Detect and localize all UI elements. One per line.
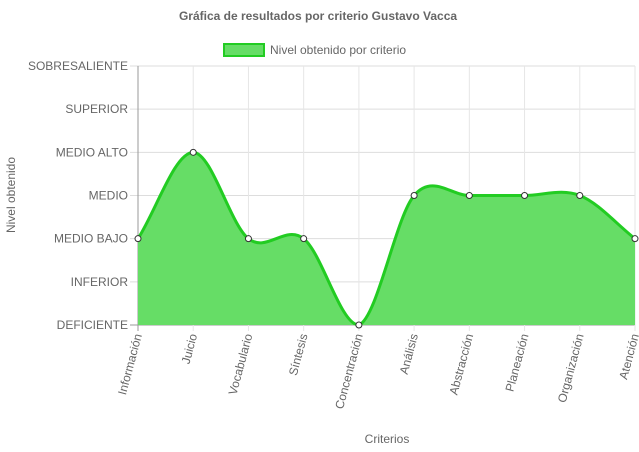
x-tick-label: Análisis — [397, 332, 421, 376]
y-tick-label: MEDIO — [89, 189, 128, 203]
data-point[interactable] — [244, 235, 252, 243]
x-axis-ticks: Información Juicio Vocabulario Síntesis Conc… — [115, 332, 639, 411]
x-tick-label: Síntesis — [286, 332, 311, 377]
data-point[interactable] — [521, 192, 529, 199]
y-tick-label: SUPERIOR — [65, 102, 128, 116]
legend-label: Nivel obtenido por criterio — [270, 43, 406, 57]
y-axis-ticks: DEFICIENTE INFERIOR MEDIO BAJO MEDIO MEDIO A… — [28, 59, 128, 332]
point-layer — [134, 148, 639, 329]
y-tick-label: INFERIOR — [71, 275, 129, 289]
y-tick-label: SOBRESALIENTE — [28, 59, 128, 73]
legend-swatch — [223, 43, 265, 57]
x-tick-label: Concentración — [332, 332, 366, 410]
data-point[interactable] — [465, 192, 473, 199]
data-point[interactable] — [134, 235, 142, 243]
data-point[interactable] — [189, 148, 197, 156]
chart-title: Gráfica de resultados por criterio Gusta… — [179, 9, 457, 23]
x-tick-label: Abstracción — [446, 332, 476, 396]
x-tick-label: Vocabulario — [226, 332, 256, 397]
data-point[interactable] — [631, 235, 639, 243]
data-point[interactable] — [300, 235, 308, 243]
data-point[interactable] — [410, 192, 418, 199]
legend[interactable]: Nivel obtenido por criterio — [223, 43, 406, 57]
area-layer — [136, 150, 636, 327]
x-tick-label: Atención — [616, 332, 639, 381]
data-point[interactable] — [355, 321, 363, 329]
x-tick-label: Información — [115, 332, 145, 396]
x-tick-label: Planeación — [503, 332, 532, 393]
y-tick-label: MEDIO ALTO — [56, 145, 128, 159]
data-point[interactable] — [576, 192, 584, 199]
x-tick-label: Organización — [555, 332, 587, 404]
y-axis-title: Nivel obtenido — [4, 157, 18, 233]
y-tick-label: DEFICIENTE — [57, 318, 128, 332]
y-tick-label: MEDIO BAJO — [54, 232, 128, 246]
x-axis-title: Criterios — [365, 432, 410, 446]
series-line — [136, 150, 636, 327]
x-tick-label: Juicio — [179, 332, 201, 366]
